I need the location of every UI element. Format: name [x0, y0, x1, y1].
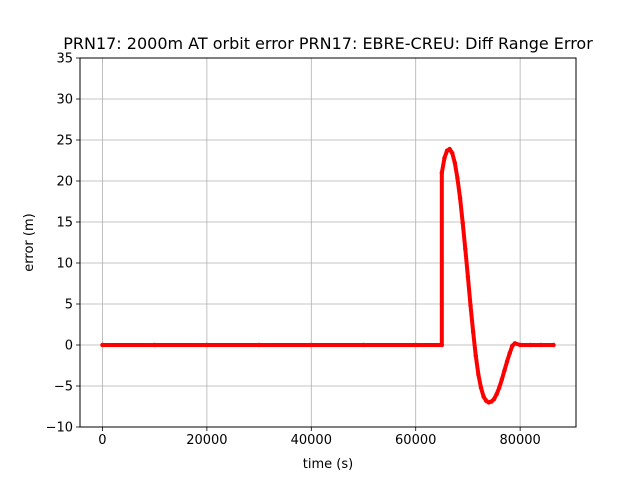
data-point [512, 341, 518, 346]
series-layer [100, 146, 556, 405]
y-tick-label: 5 [65, 298, 73, 313]
data-point [152, 342, 157, 348]
plot-area [80, 58, 576, 427]
data-point [204, 342, 210, 348]
data-point [507, 351, 512, 356]
y-tick-label: 10 [56, 257, 73, 272]
data-point [413, 342, 418, 348]
y-tick-label: 30 [56, 93, 73, 108]
y-tick-label: 25 [56, 134, 73, 149]
data-point [452, 160, 458, 166]
data-point [517, 342, 523, 348]
chart-title: PRN17: 2000m AT orbit error PRN17: EBRE-… [63, 34, 593, 53]
y-axis-label: error (m) [22, 213, 37, 271]
y-tick-label: −10 [46, 421, 73, 436]
data-point [309, 342, 314, 348]
data-point [256, 342, 262, 348]
y-tick-label: 35 [56, 52, 73, 67]
y-tick-label: 15 [56, 216, 73, 231]
data-point [470, 329, 476, 335]
y-tick-label: 20 [56, 175, 73, 190]
data-point [468, 303, 473, 308]
data-point [457, 196, 463, 201]
x-tick-label: 60000 [395, 433, 436, 448]
data-point [494, 392, 499, 397]
data-point [460, 220, 465, 226]
data-point [447, 146, 452, 152]
data-point [502, 368, 507, 373]
data-point [499, 377, 505, 382]
data-point [528, 342, 533, 348]
x-tick-label: 20000 [186, 433, 227, 448]
plot-frame [79, 57, 577, 428]
data-point [497, 385, 502, 390]
x-axis-ticks: 0 20000 40000 60000 80000 [98, 427, 541, 448]
x-tick-label: 40000 [291, 433, 332, 448]
data-point [450, 150, 455, 156]
y-axis-ticks: −10 −5 0 5 10 15 20 25 30 35 [46, 52, 80, 436]
y-tick-label: −5 [54, 380, 73, 395]
x-tick-label: 80000 [499, 433, 540, 448]
data-point [439, 170, 445, 175]
data-point [361, 342, 366, 348]
data-point [481, 394, 486, 399]
x-tick-label: 0 [98, 433, 106, 448]
data-point [478, 385, 484, 390]
data-point [442, 155, 447, 161]
data-point [463, 246, 468, 252]
data-point [100, 342, 105, 348]
data-point [465, 274, 471, 280]
data-point [439, 342, 445, 348]
data-point [476, 372, 481, 377]
data-point [473, 353, 478, 358]
data-point [551, 342, 556, 348]
data-point [504, 359, 510, 364]
data-point [491, 396, 497, 402]
x-axis-label: time (s) [303, 457, 353, 472]
data-point [455, 176, 460, 181]
y-tick-label: 0 [65, 339, 73, 354]
data-point [538, 342, 544, 348]
